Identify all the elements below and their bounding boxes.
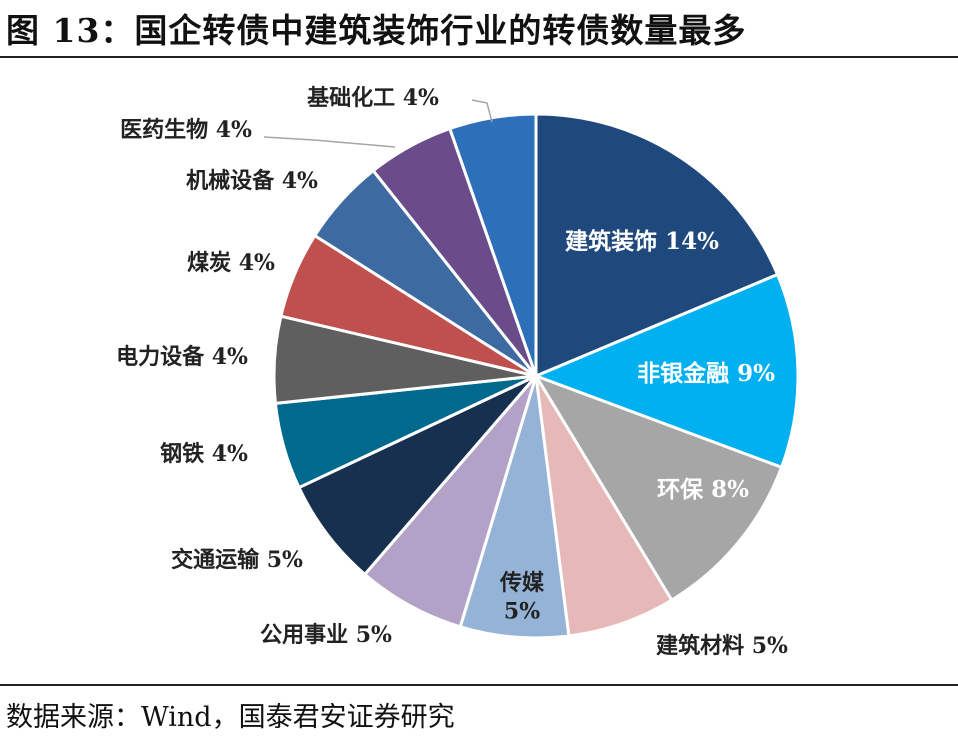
slice-label-9: 电力设备 4% [116,344,248,370]
source-note: 数据来源：Wind，国泰君安证券研究 [6,702,455,733]
chart-title: 图 13：国企转债中建筑装饰行业的转债数量最多 [6,11,747,50]
pie-slice-4 [534,374,674,638]
pie-slice-2 [534,272,800,469]
pie-slice-5 [458,374,571,640]
slice-label-12: 医药生物 4% [120,117,252,143]
slice-label-2: 非银金融 9% [637,360,775,387]
leader-line-13 [471,99,493,123]
slice-label-4: 建筑材料 5% [656,633,788,659]
slice-label-8: 钢铁 4% [160,441,248,467]
pie-slice-6 [363,374,538,629]
leader-line-12 [263,136,396,148]
slice-label-13: 基础化工 4% [307,85,439,111]
footer-divider [0,684,958,686]
slice-label-10: 煤炭 4% [187,250,275,276]
slice-label-11: 机械设备 4% [186,168,318,194]
slice-label-6: 公用事业 5% [260,622,392,648]
slice-label-1: 建筑装饰 14% [565,228,719,255]
pie-slice-3 [534,374,784,602]
pie-slice-7 [297,374,538,576]
slice-label-3: 环保 8% [657,476,749,503]
pie-slice-13 [448,112,538,378]
pie-slice-1 [534,112,780,378]
slice-label-7: 交通运输 5% [171,547,303,573]
title-divider [0,56,958,58]
slice-label-5: 传媒 5% [499,570,545,625]
